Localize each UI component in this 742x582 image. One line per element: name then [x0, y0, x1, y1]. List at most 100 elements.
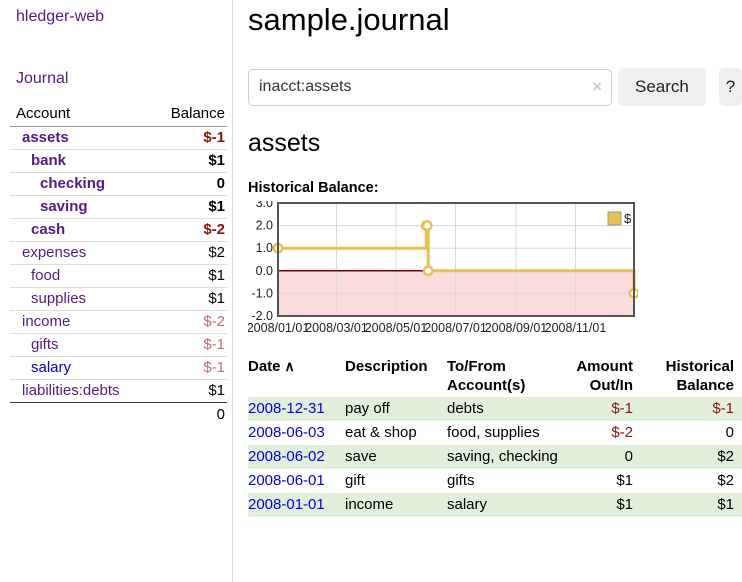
account-row: checking 0 [10, 172, 227, 195]
total-balance: 0 [216, 406, 225, 423]
transaction-description: pay off [345, 400, 390, 417]
y-axis-tick-label: -1.0 [251, 286, 273, 300]
transaction-date-link[interactable]: 2008-06-02 [248, 448, 325, 465]
register-header-row: Date ∧ Description To/From Account(s) Amount O… [248, 355, 742, 397]
account-link[interactable]: cash [31, 221, 66, 238]
account-link[interactable]: expenses [22, 244, 87, 261]
account-link[interactable]: checking [40, 175, 106, 192]
search-input-wrap: × [248, 68, 612, 106]
main-content: sample.journal × Search ? assets Histori… [248, 0, 742, 517]
account-link[interactable]: liabilities:debts [22, 382, 120, 399]
transaction-balance: $2 [717, 472, 734, 489]
transaction-accounts: debts [447, 400, 484, 417]
transaction-amount: 0 [624, 448, 633, 465]
transaction-accounts: food, supplies [447, 424, 540, 441]
x-axis-tick-label: 2008/11/01 [545, 321, 607, 335]
account-balance: $1 [208, 152, 225, 169]
transaction-accounts: gifts [447, 472, 475, 489]
account-row: assets $-1 [10, 127, 227, 149]
account-link[interactable]: assets [22, 129, 69, 146]
x-axis-tick-label: 2008/03/01 [305, 321, 368, 335]
table-row[interactable]: 2008-01-01 income salary $1 $1 [248, 493, 742, 517]
account-link[interactable]: supplies [31, 290, 87, 307]
account-balance: $1 [208, 382, 225, 399]
account-balance: $-2 [203, 221, 225, 238]
account-row: supplies $1 [10, 287, 227, 310]
y-axis-tick-label: 3.0 [256, 201, 273, 210]
transaction-balance: 0 [725, 424, 734, 441]
transaction-amount: $1 [616, 496, 633, 513]
account-balance: $-1 [203, 129, 225, 146]
header-label: Amount [576, 358, 633, 375]
y-axis-tick-label: -2.0 [251, 309, 273, 323]
account-balance: $1 [208, 290, 225, 307]
table-row[interactable]: 2008-06-02 save saving, checking 0 $2 [248, 445, 742, 469]
transaction-accounts: salary [447, 496, 488, 513]
account-row: expenses $2 [10, 241, 227, 264]
transaction-balance: $2 [717, 448, 734, 465]
account-row: liabilities:debts $1 [10, 379, 227, 402]
account-row: cash $-2 [10, 218, 227, 241]
sort-asc-icon: ∧ [284, 358, 295, 374]
header-label-line2: Balance [676, 377, 734, 394]
account-balance: 0 [216, 175, 225, 192]
header-label: Date ∧ [248, 358, 295, 375]
register-column-header[interactable]: Date ∧ [248, 355, 345, 397]
account-link[interactable]: income [22, 313, 71, 330]
transaction-amount: $-1 [611, 400, 633, 417]
transaction-date-link[interactable]: 2008-12-31 [248, 400, 325, 417]
transaction-amount: $-2 [611, 424, 633, 441]
register-column-header: Amount Out/In [560, 355, 633, 397]
search-input[interactable] [248, 68, 612, 106]
account-balance: $1 [208, 267, 225, 284]
table-row[interactable]: 2008-12-31 pay off debts $-1 $-1 [248, 397, 742, 421]
account-balance: $-2 [203, 313, 225, 330]
help-button[interactable]: ? [718, 68, 742, 106]
y-axis-tick-label: 2.0 [256, 219, 273, 233]
account-link[interactable]: gifts [31, 336, 59, 353]
account-link[interactable]: salary [31, 359, 72, 376]
header-label: Historical [665, 358, 734, 375]
account-tree-header: Account Balance [10, 102, 227, 127]
x-axis-tick-label: 2008/07/01 [424, 321, 487, 335]
transaction-date-link[interactable]: 2008-06-03 [248, 424, 325, 441]
table-row[interactable]: 2008-06-01 gift gifts $1 $2 [248, 469, 742, 493]
y-axis-tick-label: 0.0 [256, 264, 273, 278]
account-tree-total-row: 0 [10, 402, 227, 427]
account-link[interactable]: saving [40, 198, 88, 215]
account-tree: Account Balance assets $-1 bank $1 checking 0… [10, 102, 227, 427]
header-label-line2: Account(s) [447, 377, 526, 394]
chart-title: Historical Balance: [248, 180, 379, 196]
x-axis-tick-label: 2008/05/01 [365, 321, 428, 335]
nav-journal-link[interactable]: Journal [16, 70, 69, 87]
balance-column-label: Balance [170, 105, 225, 122]
header-label: To/From [447, 358, 506, 375]
transaction-accounts: saving, checking [447, 448, 558, 465]
account-link[interactable]: food [31, 267, 61, 284]
register-column-header: Description [345, 355, 447, 397]
transaction-date-link[interactable]: 2008-01-01 [248, 496, 325, 513]
table-row[interactable]: 2008-06-03 eat & shop food, supplies $-2 0 [248, 421, 742, 445]
transaction-amount: $1 [616, 472, 633, 489]
search-button[interactable]: Search [618, 68, 706, 106]
transaction-description: income [345, 496, 394, 513]
account-link[interactable]: bank [31, 152, 67, 169]
transaction-description: eat & shop [345, 424, 417, 441]
account-row: bank $1 [10, 149, 227, 172]
transaction-balance: $1 [717, 496, 734, 513]
x-axis-tick-label: 2008/09/01 [485, 321, 548, 335]
app-title-link[interactable]: hledger-web [16, 8, 105, 25]
account-heading: assets [248, 129, 321, 157]
transaction-description: save [345, 448, 377, 465]
x-axis-tick-label: 2008/01/01 [248, 321, 309, 335]
sidebar: hledger-web Journal Account Balance asse… [0, 0, 233, 582]
y-axis-tick-label: 1.0 [256, 241, 273, 255]
legend-label: $ [624, 211, 632, 226]
account-row: salary $-1 [10, 356, 227, 379]
transaction-date-link[interactable]: 2008-06-01 [248, 472, 325, 489]
legend-swatch-icon [607, 211, 622, 226]
clear-search-icon[interactable]: × [592, 76, 602, 96]
historical-balance-chart: 3.0 2.0 1.0 0.0 -1.0 -2.02008/01/012008/03/01… [248, 201, 638, 335]
data-point-marker [422, 265, 434, 277]
transaction-description: gift [345, 472, 366, 489]
